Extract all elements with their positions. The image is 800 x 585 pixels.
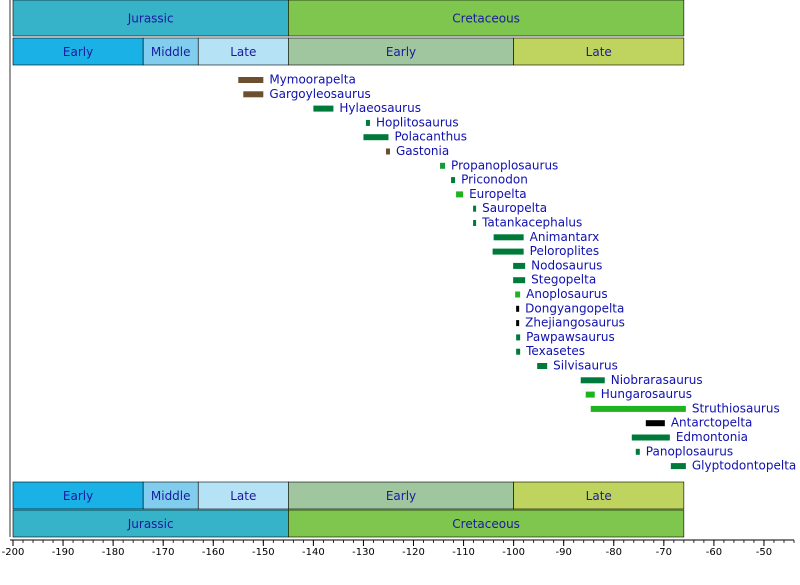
x-tick-label: -150 [252, 547, 275, 558]
range-bar [585, 391, 595, 398]
epoch-band [142, 37, 199, 66]
x-tick-label: -170 [152, 547, 175, 558]
x-tick-label: -60 [706, 547, 722, 558]
range-bar [243, 91, 264, 98]
taxon-label: Animantarx [530, 230, 600, 244]
taxon-label: Silvisaurus [553, 359, 618, 373]
x-tick-label: -130 [352, 547, 375, 558]
range-bar [473, 205, 477, 212]
epoch-band [12, 37, 144, 66]
x-tick-label: -160 [202, 547, 225, 558]
x-tick-label: -50 [756, 547, 772, 558]
band-label: Jurassic [127, 12, 174, 26]
range-bar [492, 248, 524, 255]
range-bar [631, 434, 670, 441]
x-tick-label: -190 [52, 547, 75, 558]
x-tick-label: -180 [102, 547, 125, 558]
range-bar [516, 305, 520, 312]
range-bar [645, 420, 665, 427]
range-bar [313, 105, 334, 112]
taxon-label: Polacanthus [394, 130, 467, 144]
taxon-label: Nodosaurus [531, 258, 602, 272]
taxon-label: Gastonia [396, 144, 449, 158]
taxon-label: Europelta [469, 187, 527, 201]
epoch-band [197, 481, 289, 510]
band-label: Early [386, 45, 416, 59]
taxon-label: Pawpawsaurus [526, 330, 615, 344]
band-label: Late [230, 45, 256, 59]
x-tick-label: -90 [556, 547, 572, 558]
taxon-label: Dongyangopelta [525, 301, 624, 315]
taxon-label: Edmontonia [676, 430, 748, 444]
band-label: Cretaceous [452, 517, 520, 531]
range-bar [363, 134, 389, 141]
range-bar [451, 177, 456, 184]
band-label: Middle [151, 45, 191, 59]
epoch-band [12, 481, 144, 510]
range-bar [516, 320, 520, 327]
x-tick-label: -80 [606, 547, 622, 558]
band-label: Late [230, 489, 256, 503]
taxon-label: Mymoorapelta [269, 73, 356, 87]
band-label: Early [386, 489, 416, 503]
range-bar [365, 119, 370, 126]
period-band [288, 0, 685, 37]
taxon-label: Texasetes [525, 344, 585, 358]
band-label: Early [63, 489, 93, 503]
taxon-label: Hylaeosaurus [339, 101, 421, 115]
period-band [288, 509, 685, 538]
taxon-label: Antarctopelta [671, 416, 753, 430]
band-label: Jurassic [127, 517, 174, 531]
band-label: Cretaceous [452, 12, 520, 26]
x-tick-label: -200 [2, 547, 25, 558]
taxon-label: Hungarosaurus [601, 387, 692, 401]
range-bar [473, 220, 477, 226]
range-bar [456, 191, 464, 198]
band-label: Late [586, 45, 612, 59]
range-bar [516, 334, 521, 341]
taxon-label: Gargoyleosaurus [269, 87, 371, 101]
x-tick-label: -70 [656, 547, 672, 558]
taxon-label: Anoplosaurus [526, 287, 607, 301]
band-label: Late [586, 489, 612, 503]
x-tick-label: -110 [452, 547, 475, 558]
range-bar [513, 262, 526, 269]
taxon-label: Tatankacephalus [481, 216, 582, 230]
taxon-label: Panoplosaurus [646, 444, 733, 458]
band-label: Middle [151, 489, 191, 503]
epoch-band [513, 481, 685, 510]
taxon-label: Struthiosaurus [692, 401, 780, 415]
epoch-band [288, 481, 514, 510]
taxon-label: Priconodon [461, 173, 528, 187]
taxon-label: Zhejiangosaurus [525, 316, 625, 330]
x-tick-label: -140 [302, 547, 325, 558]
taxon-label: Niobrarasaurus [611, 373, 703, 387]
range-bar [590, 405, 686, 412]
range-bar [580, 377, 605, 384]
range-bar [516, 348, 521, 355]
taxon-label: Stegopelta [531, 273, 596, 287]
period-band [12, 0, 289, 37]
taxon-label: Peloroplites [530, 244, 600, 258]
range-bar [515, 291, 521, 298]
taxon-label: Sauropelta [482, 201, 547, 215]
x-tick-label: -120 [402, 547, 425, 558]
period-band [12, 509, 289, 538]
range-bar [238, 77, 264, 83]
epoch-band [142, 481, 199, 510]
range-bar [513, 277, 526, 284]
range-bar [385, 148, 390, 155]
range-bar [537, 363, 548, 369]
range-bar [635, 448, 640, 455]
x-tick-label: -100 [502, 547, 525, 558]
taxon-label: Hoplitosaurus [376, 115, 459, 129]
band-label: Early [63, 45, 93, 59]
taxon-label: Propanoplosaurus [451, 158, 558, 172]
taxon-label: Glyptodontopelta [692, 459, 796, 473]
epoch-band [513, 37, 685, 66]
range-bar [440, 162, 446, 169]
range-bar [493, 234, 524, 241]
range-bar [670, 463, 686, 470]
